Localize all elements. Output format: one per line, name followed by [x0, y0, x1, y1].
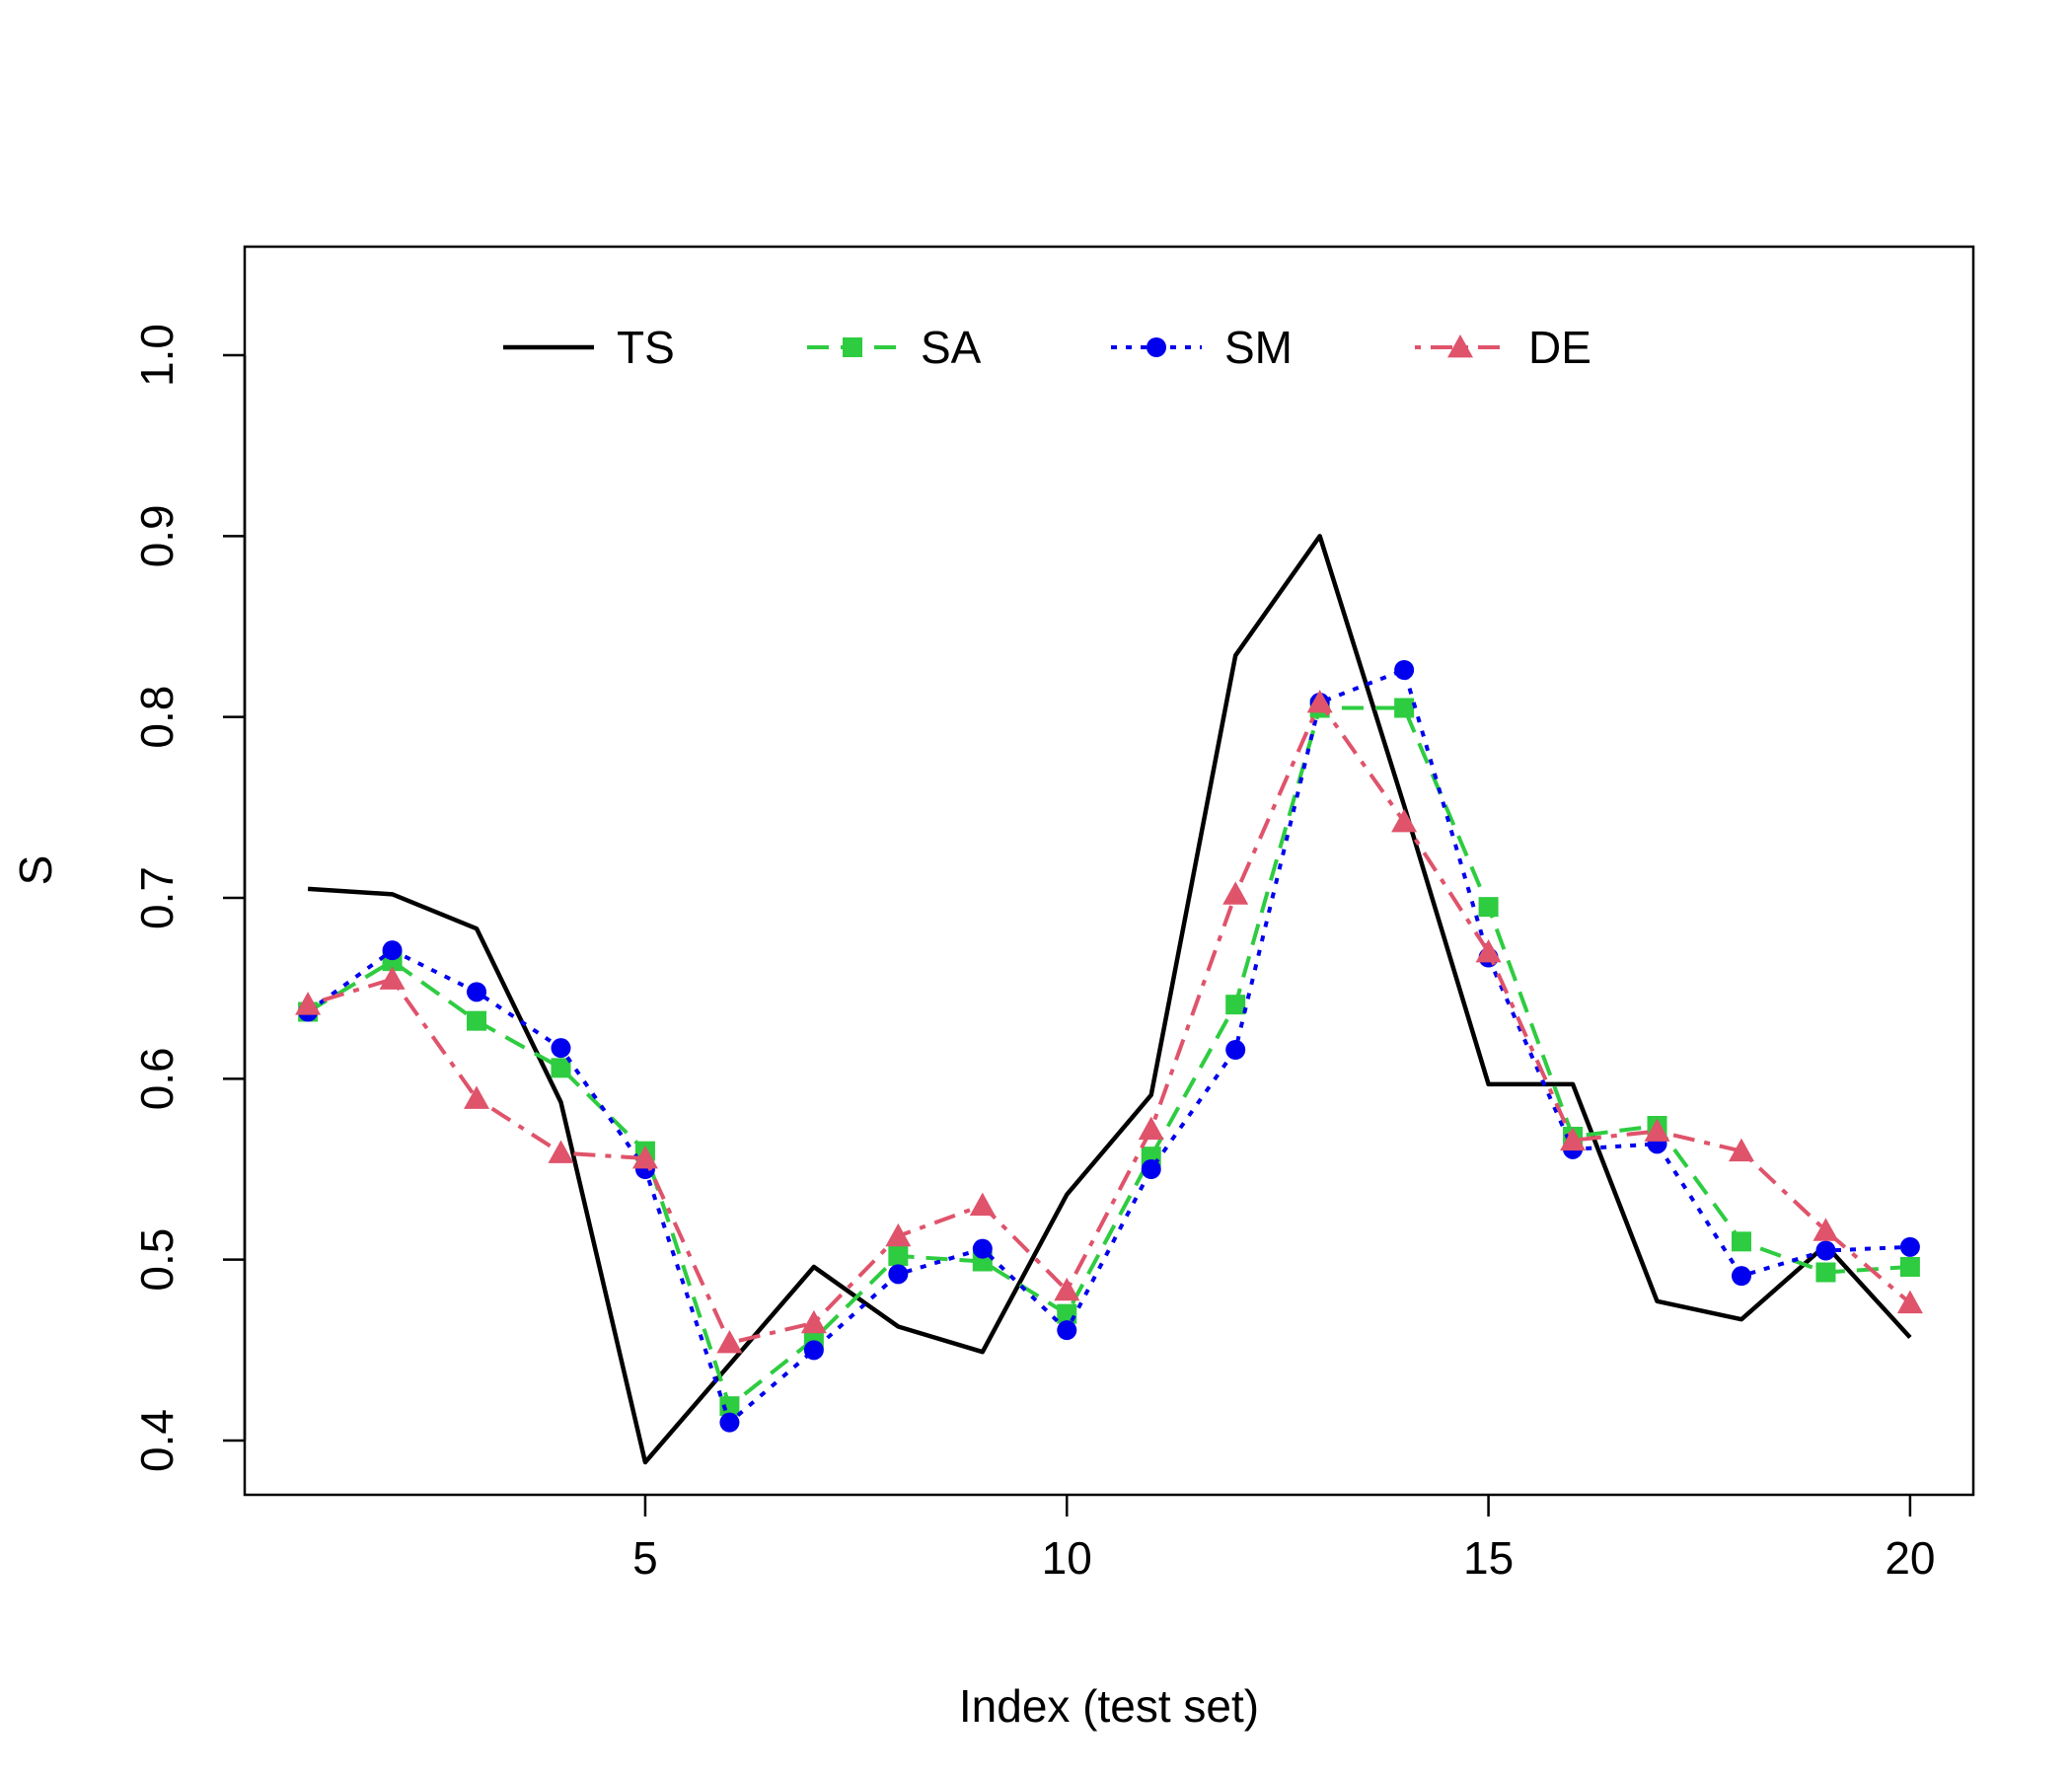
x-tick-label-20: 20: [1885, 1532, 1935, 1584]
y-tick-label-5: 0.9: [131, 504, 183, 567]
point-SM-6: [719, 1412, 740, 1433]
plot-frame: [243, 245, 1975, 1497]
series-line-SA: [307, 705, 1911, 1409]
point-DE-16: [1560, 1127, 1587, 1151]
point-SA-8: [888, 1246, 909, 1266]
x-tick-label-10: 10: [1042, 1532, 1092, 1584]
point-DE-4: [548, 1140, 574, 1163]
point-DE-18: [1728, 1138, 1754, 1162]
legend-item-SA: SA: [807, 322, 982, 373]
y-tick-label-2: 0.6: [131, 1047, 183, 1110]
y-tick-label-0: 0.4: [131, 1409, 183, 1472]
point-DE-12: [1222, 881, 1249, 905]
x-axis: 5 10 15 20: [632, 1495, 1935, 1584]
point-DE-1: [295, 992, 322, 1015]
point-SA-15: [1478, 897, 1499, 918]
point-DE-5: [631, 1146, 658, 1169]
point-SA-14: [1394, 698, 1415, 718]
point-DE-20: [1896, 1290, 1923, 1314]
legend-item-DE: DE: [1415, 322, 1591, 373]
legend-label-SA: SA: [921, 322, 982, 373]
legend-marker-SA: [843, 337, 862, 357]
legend-item-TS: TS: [503, 322, 675, 373]
point-DE-14: [1391, 809, 1418, 833]
point-SM-8: [888, 1264, 909, 1285]
point-SA-4: [551, 1058, 571, 1078]
point-DE-15: [1475, 939, 1502, 963]
series-SA: [298, 698, 1920, 1417]
point-DE-19: [1813, 1218, 1839, 1241]
series-layer: [295, 534, 1923, 1465]
series-line-DE: [307, 701, 1912, 1345]
legend-label-TS: TS: [617, 322, 675, 373]
point-SM-14: [1394, 660, 1415, 680]
point-SM-10: [1057, 1320, 1077, 1341]
x-axis-title: Index (test set): [959, 1680, 1259, 1732]
y-axis: 0.4 0.5 0.6 0.7 0.8 0.9 1.0: [131, 324, 247, 1472]
point-DE-6: [716, 1330, 743, 1354]
point-DE-11: [1138, 1116, 1164, 1141]
point-DE-8: [885, 1222, 912, 1247]
y-tick-label-4: 0.8: [131, 686, 183, 749]
legend-marker-DE: [1447, 334, 1473, 358]
point-DE-3: [464, 1085, 490, 1109]
point-SM-3: [467, 982, 487, 1002]
y-tick-label-1: 0.5: [131, 1228, 183, 1292]
legend-label-DE: DE: [1528, 322, 1591, 373]
point-SM-18: [1731, 1266, 1751, 1287]
y-axis-title: S: [10, 855, 61, 886]
y-tick-label-3: 0.7: [131, 866, 183, 929]
point-DE-10: [1054, 1277, 1080, 1301]
series-TS: [307, 534, 1912, 1465]
series-line-SM: [306, 668, 1910, 1425]
x-tick-label-15: 15: [1463, 1532, 1514, 1584]
point-DE-13: [1306, 690, 1333, 713]
point-DE-17: [1644, 1118, 1670, 1142]
point-SA-3: [467, 1010, 487, 1031]
point-SM-9: [972, 1238, 993, 1259]
point-SM-12: [1225, 1040, 1246, 1060]
point-DE-2: [379, 966, 406, 990]
point-SM-20: [1899, 1236, 1920, 1257]
point-SM-7: [803, 1340, 824, 1361]
point-SM-4: [551, 1038, 571, 1059]
x-tick-label-5: 5: [632, 1532, 658, 1584]
point-SA-12: [1225, 995, 1246, 1015]
series-line-TS: [307, 534, 1912, 1465]
point-SM-19: [1815, 1240, 1836, 1261]
point-SA-20: [1899, 1257, 1920, 1277]
point-SM-2: [382, 940, 403, 961]
point-SA-19: [1815, 1262, 1836, 1283]
point-SA-6: [719, 1396, 740, 1417]
legend-marker-SM: [1147, 337, 1166, 357]
point-DE-7: [800, 1309, 827, 1334]
y-tick-label-6: 1.0: [131, 324, 183, 387]
point-SM-11: [1141, 1159, 1161, 1179]
series-SM: [298, 660, 1920, 1433]
series-DE: [295, 690, 1923, 1354]
legend-item-SM: SM: [1111, 322, 1293, 373]
point-SA-18: [1731, 1231, 1751, 1252]
point-DE-9: [969, 1192, 996, 1217]
legend-label-SM: SM: [1224, 322, 1293, 373]
legend: TS SA SM DE: [503, 322, 1591, 373]
